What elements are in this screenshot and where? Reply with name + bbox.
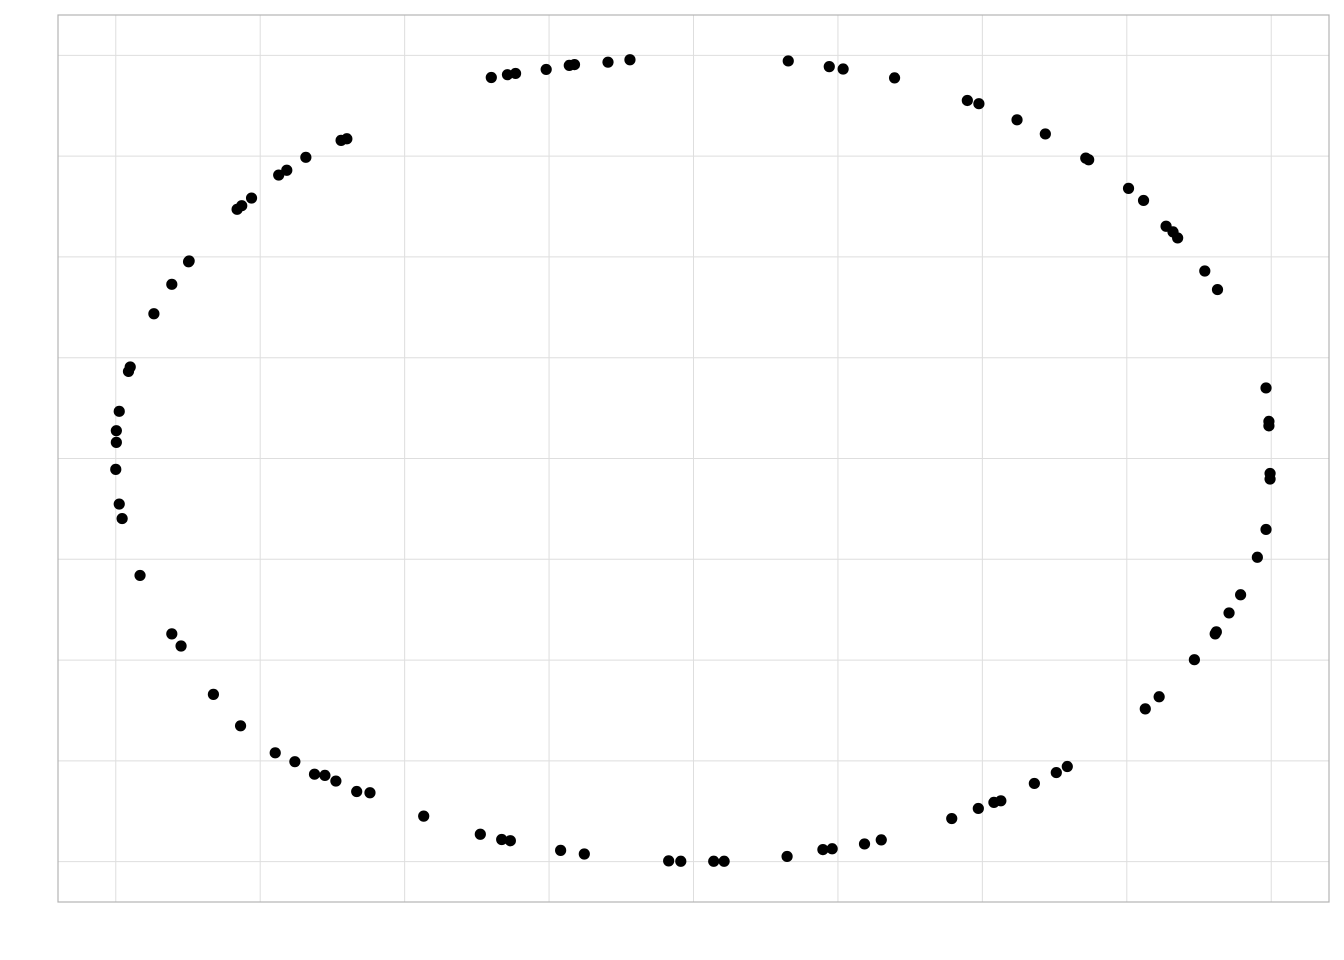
data-point-68	[234, 720, 247, 732]
data-point-56	[555, 844, 567, 856]
data-point-5	[568, 58, 581, 71]
data-point-25	[1260, 382, 1272, 394]
data-point-22	[1172, 232, 1184, 244]
data-point-63	[330, 775, 342, 787]
data-point-69	[207, 688, 220, 700]
data-point-66	[289, 756, 301, 768]
data-point-61	[364, 787, 376, 799]
data-point-67	[269, 747, 281, 759]
data-point-60	[418, 810, 430, 822]
data-point-37	[1153, 691, 1165, 703]
data-point-40	[1050, 766, 1062, 779]
data-point-23	[1199, 265, 1211, 277]
data-point-78	[113, 405, 125, 417]
data-point-14	[1011, 114, 1023, 126]
data-points	[110, 54, 1276, 867]
data-point-33	[1223, 607, 1235, 619]
data-point-44	[972, 802, 984, 815]
data-point-47	[858, 838, 871, 850]
data-point-84	[183, 255, 195, 267]
data-point-13	[973, 98, 985, 110]
data-point-87	[245, 192, 258, 204]
data-point-11	[888, 72, 901, 84]
data-point-51	[718, 855, 730, 867]
data-point-82	[166, 278, 178, 290]
data-point-70	[175, 640, 187, 652]
data-point-57	[504, 835, 516, 847]
data-point-74	[113, 498, 125, 510]
data-point-38	[1139, 703, 1151, 715]
data-point-27	[1263, 420, 1275, 432]
data-point-89	[281, 164, 293, 176]
data-point-64	[319, 769, 331, 782]
data-point-19	[1137, 194, 1150, 207]
data-point-80	[124, 361, 136, 373]
data-point-2	[509, 67, 522, 80]
data-point-55	[578, 848, 590, 860]
data-point-90	[300, 151, 312, 163]
data-point-81	[148, 308, 160, 320]
data-point-8	[782, 55, 794, 67]
data-point-17	[1083, 154, 1095, 166]
data-point-73	[116, 512, 128, 525]
data-point-0	[485, 71, 497, 84]
data-point-32	[1235, 589, 1247, 601]
data-point-3	[540, 63, 552, 76]
data-point-54	[663, 855, 675, 867]
data-point-45	[946, 812, 958, 825]
data-point-6	[602, 56, 614, 68]
data-point-65	[308, 768, 321, 780]
data-point-62	[351, 785, 363, 798]
data-point-41	[1028, 777, 1040, 790]
data-point-50	[781, 850, 793, 863]
data-point-72	[134, 569, 146, 582]
data-point-36	[1188, 654, 1200, 666]
data-point-35	[1209, 628, 1221, 640]
data-point-48	[826, 843, 838, 855]
data-point-39	[1061, 760, 1073, 773]
data-point-71	[166, 628, 178, 640]
data-point-9	[823, 61, 835, 73]
data-point-86	[236, 200, 248, 212]
data-point-52	[708, 855, 720, 867]
data-point-31	[1251, 551, 1263, 563]
data-point-29	[1264, 473, 1276, 485]
data-point-12	[961, 94, 973, 107]
data-point-30	[1260, 523, 1272, 536]
data-point-46	[875, 834, 887, 846]
data-point-77	[110, 425, 122, 437]
data-point-53	[675, 855, 687, 867]
data-point-18	[1122, 182, 1135, 194]
data-point-75	[110, 463, 122, 475]
data-point-49	[817, 843, 829, 856]
data-point-76	[110, 436, 122, 448]
plot-panel-border	[57, 14, 1330, 903]
data-point-24	[1211, 283, 1224, 296]
data-point-88	[273, 169, 285, 181]
gridlines	[58, 15, 1329, 902]
data-point-59	[474, 828, 486, 840]
data-point-15	[1039, 128, 1051, 140]
data-point-43	[988, 796, 1000, 809]
data-point-7	[624, 54, 636, 66]
data-point-92	[341, 133, 353, 145]
data-point-58	[496, 833, 508, 846]
data-point-10	[837, 63, 849, 75]
